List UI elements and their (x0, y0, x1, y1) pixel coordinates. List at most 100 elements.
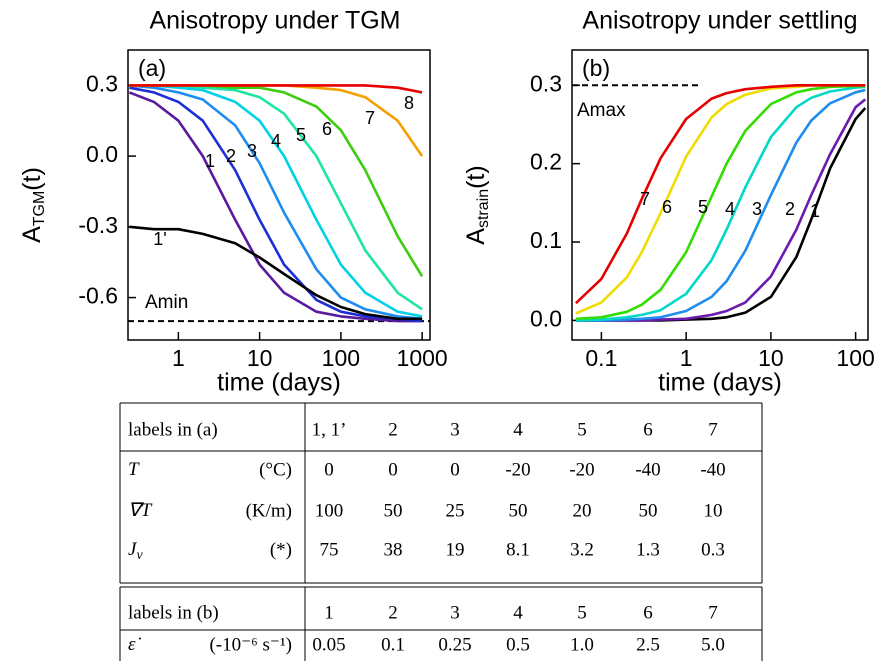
curve-label: 5 (698, 197, 708, 217)
table-cell: 1.3 (636, 539, 660, 560)
curve-label: 7 (365, 108, 375, 128)
curve-label: 6 (322, 119, 332, 139)
table-cell: 5.0 (701, 634, 725, 655)
table-header-cell: 4 (513, 602, 523, 623)
table-cell: 8.1 (506, 539, 530, 560)
table-cell: 75 (320, 539, 339, 560)
table-cell: 20 (573, 500, 592, 521)
y-tick-label: 0.2 (530, 149, 562, 175)
table-cell: 0.25 (438, 634, 471, 655)
y-label-base: A (462, 228, 490, 245)
table-header-cell: 3 (450, 602, 460, 623)
table-cell: -40 (700, 459, 725, 480)
curve-label: 1 (810, 201, 820, 221)
tables: labels in (a) 1, 1’ 2 3 4 5 6 7 T (°C) 0 0 0 -20 -20 -4… (119, 402, 763, 661)
reference-label: Amin (145, 292, 188, 313)
table-header-cell: 7 (708, 419, 718, 440)
chart-title: Anisotropy under settling (582, 7, 857, 35)
table-header-cell: 1 (324, 602, 334, 623)
y-tick-label: 0.3 (530, 70, 562, 96)
curve-label: 1 (205, 151, 215, 171)
table-cell: -40 (635, 459, 660, 480)
table-cell: 0 (388, 459, 398, 480)
series-line (128, 91, 423, 323)
row-symbol-main: ε̇ (128, 634, 141, 655)
series-line (129, 86, 423, 323)
x-tick-label: 100 (836, 345, 874, 371)
row-symbol-main: ∇T (128, 500, 153, 521)
table-header-cell: 5 (577, 419, 587, 440)
x-tick-label: 1 (680, 345, 693, 371)
series-line (575, 85, 866, 322)
chart-title: Anisotropy under TGM (149, 7, 400, 35)
panel-label: (a) (138, 55, 166, 81)
series-line (129, 84, 423, 318)
reference-label: Amax (577, 100, 626, 121)
series-line (575, 84, 866, 305)
series-line (129, 84, 423, 321)
row-unit: (-10⁻⁶ s⁻¹) (209, 634, 292, 655)
curve-label: 7 (640, 189, 650, 209)
curve-label: 2 (226, 146, 236, 166)
curve-label: 1' (153, 229, 166, 249)
table-header-title: labels in (b) (128, 602, 219, 623)
table-header-cell: 3 (450, 419, 460, 440)
panel-label: (b) (582, 55, 610, 81)
table-cell: 50 (509, 500, 528, 521)
x-tick-label: 1000 (397, 345, 448, 371)
y-label-tail: (t) (462, 165, 490, 189)
table-header-cell: 4 (513, 419, 523, 440)
table-header-cell: 2 (388, 602, 398, 623)
chart-panel: Anisotropy under TGM 0.3 0.0 -0.3 -0.6 1 10 100… (18, 7, 448, 397)
table-cell: 38 (384, 539, 403, 560)
x-axis-label: time (days) (658, 369, 782, 397)
y-label-tail: (t) (18, 167, 46, 191)
x-tick-label: 100 (322, 345, 360, 371)
y-tick-label: 0.3 (86, 70, 118, 96)
curve-label: 2 (785, 199, 795, 219)
row-symbol-main: T (128, 459, 140, 480)
x-axis-label: time (days) (217, 369, 341, 397)
table-cell: 0.05 (312, 634, 345, 655)
table-cell: 0.5 (506, 634, 530, 655)
curve-label: 8 (404, 93, 414, 113)
table-cell: 1.0 (570, 634, 594, 655)
table-cell: 0 (450, 459, 460, 480)
x-tick-label: 1 (172, 345, 185, 371)
table-header-cell: 1, 1’ (312, 419, 347, 440)
chart-panel: Anisotropy under settling 0.0 0.1 0.2 0.3 0.1… (462, 7, 875, 397)
table-cell: 25 (446, 500, 465, 521)
series-line (575, 88, 866, 322)
row-symbol: ε̇ (128, 634, 141, 655)
curve-label: 4 (271, 131, 281, 151)
curve-label: 6 (662, 197, 672, 217)
y-label-base: A (18, 226, 46, 243)
y-axis-label: ATGM(t) (18, 167, 49, 243)
table-cell: 50 (639, 500, 658, 521)
row-symbol: ∇T (128, 500, 153, 521)
series-line (575, 84, 866, 321)
table-header-cell: 6 (643, 419, 653, 440)
table-cell: 19 (446, 539, 465, 560)
y-tick-label: -0.3 (78, 212, 118, 238)
x-tick-label: 10 (758, 345, 784, 371)
curve-label: 3 (247, 141, 257, 161)
y-tick-label: 0.0 (530, 305, 562, 331)
table-header-cell: 2 (388, 419, 398, 440)
table-cell: 100 (315, 500, 344, 521)
table-cell: 50 (384, 500, 403, 521)
table-cell: 0.1 (381, 634, 405, 655)
row-unit: (K/m) (246, 500, 292, 521)
y-tick-label: 0.0 (86, 141, 118, 167)
series-line (129, 84, 423, 94)
plot-frame (127, 49, 431, 341)
row-unit: (*) (270, 539, 292, 560)
x-tick-label: 10 (247, 345, 273, 371)
table-header-cell: 5 (577, 602, 587, 623)
table-header-cell: 7 (708, 602, 718, 623)
curve-label: 3 (752, 199, 762, 219)
y-tick-label: -0.6 (78, 283, 118, 309)
table-header-title: labels in (a) (128, 419, 218, 440)
curve-label: 4 (725, 199, 735, 219)
